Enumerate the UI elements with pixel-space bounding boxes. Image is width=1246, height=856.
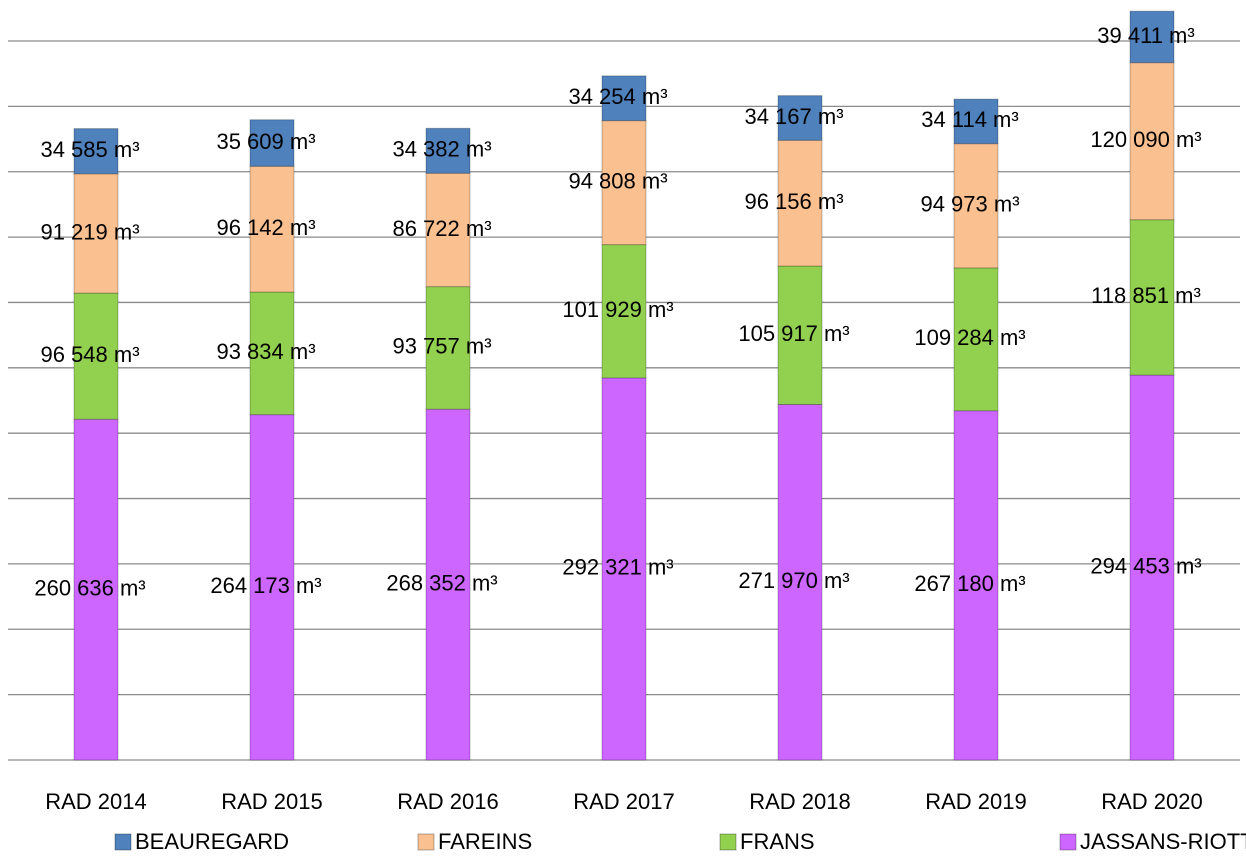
bar-segment bbox=[1129, 374, 1175, 761]
data-label: 34 585 m³ bbox=[40, 137, 139, 162]
bar-segment bbox=[777, 265, 823, 405]
x-tick-label: RAD 2015 bbox=[221, 789, 323, 814]
bar-segment bbox=[777, 139, 823, 267]
data-label: 34 114 m³ bbox=[921, 107, 1018, 132]
x-tick-label: RAD 2018 bbox=[749, 789, 851, 814]
bar-segment bbox=[953, 98, 999, 145]
bar-segment bbox=[1129, 10, 1175, 64]
data-label: 96 156 m³ bbox=[744, 189, 843, 214]
bar-segment bbox=[601, 75, 647, 122]
data-label: 264 173 m³ bbox=[210, 573, 321, 598]
data-label: 94 973 m³ bbox=[920, 192, 1019, 217]
data-label: 120 090 m³ bbox=[1090, 127, 1201, 152]
data-label: 35 609 m³ bbox=[216, 129, 315, 154]
legend-marker bbox=[114, 833, 132, 851]
x-tick-label: RAD 2020 bbox=[1101, 789, 1203, 814]
legend-marker bbox=[1059, 833, 1077, 851]
x-tick-label: RAD 2019 bbox=[925, 789, 1027, 814]
data-label: 34 167 m³ bbox=[744, 104, 843, 129]
data-label: 118 851 m³ bbox=[1091, 283, 1201, 308]
data-label: 34 254 m³ bbox=[568, 84, 667, 109]
data-label: 271 970 m³ bbox=[738, 568, 849, 593]
data-label: 268 352 m³ bbox=[386, 570, 497, 595]
legend-marker bbox=[719, 833, 737, 851]
x-tick-label: RAD 2016 bbox=[397, 789, 499, 814]
bar-segment bbox=[249, 291, 295, 416]
bar-segment bbox=[425, 127, 471, 174]
data-label: 86 722 m³ bbox=[392, 216, 491, 241]
data-label: 101 929 m³ bbox=[562, 297, 673, 322]
bar-segment bbox=[777, 95, 823, 141]
data-label: 96 142 m³ bbox=[216, 215, 315, 240]
data-label: 34 382 m³ bbox=[392, 137, 491, 162]
bar-segment bbox=[249, 414, 295, 761]
data-label: 93 757 m³ bbox=[392, 334, 491, 359]
legend-label: FRANS bbox=[740, 829, 815, 854]
bar-segment bbox=[953, 267, 999, 412]
legend-label: FAREINS bbox=[438, 829, 532, 854]
bar-segment bbox=[425, 286, 471, 410]
data-label: 39 411 m³ bbox=[1097, 23, 1194, 48]
bar-segment bbox=[601, 120, 647, 246]
data-label: 93 834 m³ bbox=[216, 339, 315, 364]
legend-label: BEAUREGARD bbox=[135, 829, 289, 854]
data-label: 91 219 m³ bbox=[40, 219, 139, 244]
data-label: 260 636 m³ bbox=[34, 575, 145, 600]
data-label: 96 548 m³ bbox=[40, 342, 139, 367]
bar-segment bbox=[953, 410, 999, 761]
x-tick-label: RAD 2014 bbox=[45, 789, 147, 814]
data-label: 109 284 m³ bbox=[914, 325, 1025, 350]
bar-segment bbox=[249, 165, 295, 293]
data-label: 94 808 m³ bbox=[568, 168, 667, 193]
x-tick-label: RAD 2017 bbox=[573, 789, 675, 814]
bar-segment bbox=[777, 403, 823, 761]
bar-segment bbox=[953, 143, 999, 269]
bar-segment bbox=[73, 418, 119, 761]
bar-segment bbox=[425, 172, 471, 288]
data-label: 294 453 m³ bbox=[1090, 553, 1201, 578]
bar-segment bbox=[73, 128, 119, 175]
bar-segment bbox=[601, 244, 647, 379]
data-label: 292 321 m³ bbox=[562, 555, 673, 580]
legend-label: JASSANS-RIOTTIER bbox=[1080, 829, 1246, 854]
data-label: 267 180 m³ bbox=[914, 571, 1025, 596]
data-label: 105 917 m³ bbox=[738, 321, 849, 346]
bar-segment bbox=[601, 377, 647, 761]
bar-segment bbox=[1129, 219, 1175, 376]
legend-marker bbox=[417, 833, 435, 851]
bar-segment bbox=[249, 119, 295, 167]
bar-segment bbox=[1129, 62, 1175, 221]
